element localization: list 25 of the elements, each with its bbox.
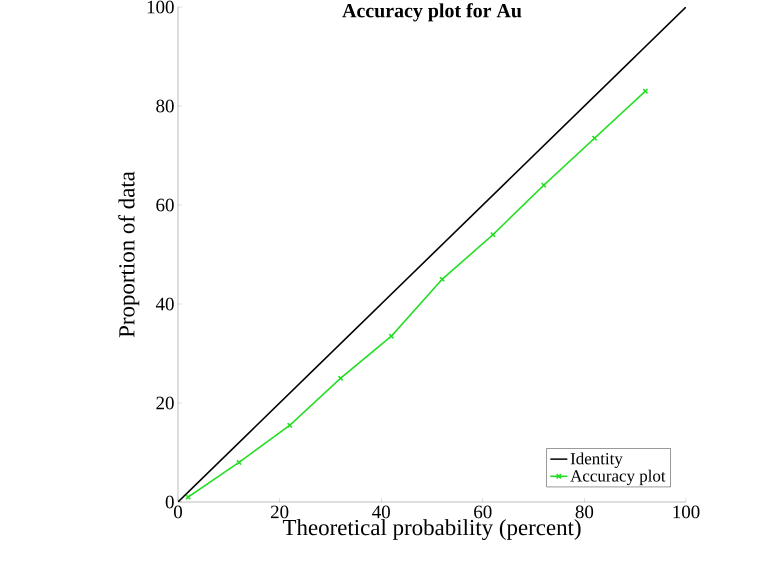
legend-label: Accuracy plot (570, 470, 666, 486)
y-tick-label: 20 (156, 396, 174, 410)
y-tick-label: 0 (166, 496, 174, 508)
point (388, 333, 394, 340)
x-tick-label: 0 (174, 506, 182, 518)
point (338, 375, 344, 382)
point (439, 276, 446, 282)
point (286, 422, 293, 428)
y-tick-label: 80 (156, 100, 174, 112)
point (490, 232, 496, 238)
x-axis-title: Theoretical probability (percent) (282, 519, 581, 540)
x-tick-label: 100 (673, 506, 700, 518)
x-tick-label: 80 (576, 506, 594, 518)
x-tick-label: 60 (474, 506, 492, 518)
x-tick-label: 20 (270, 506, 288, 518)
point (592, 135, 598, 142)
legend-label: Identity (570, 452, 623, 468)
point (236, 459, 242, 466)
chart-title: Accuracy plot for Au (342, 3, 522, 22)
point (540, 182, 547, 188)
x-tick-label: 40 (372, 506, 390, 518)
y-tick-label: 100 (148, 0, 174, 14)
y-axis-title: Proportion of data (118, 171, 140, 338)
y-tick-label: 40 (156, 298, 174, 310)
y-tick-label: 60 (156, 198, 174, 212)
